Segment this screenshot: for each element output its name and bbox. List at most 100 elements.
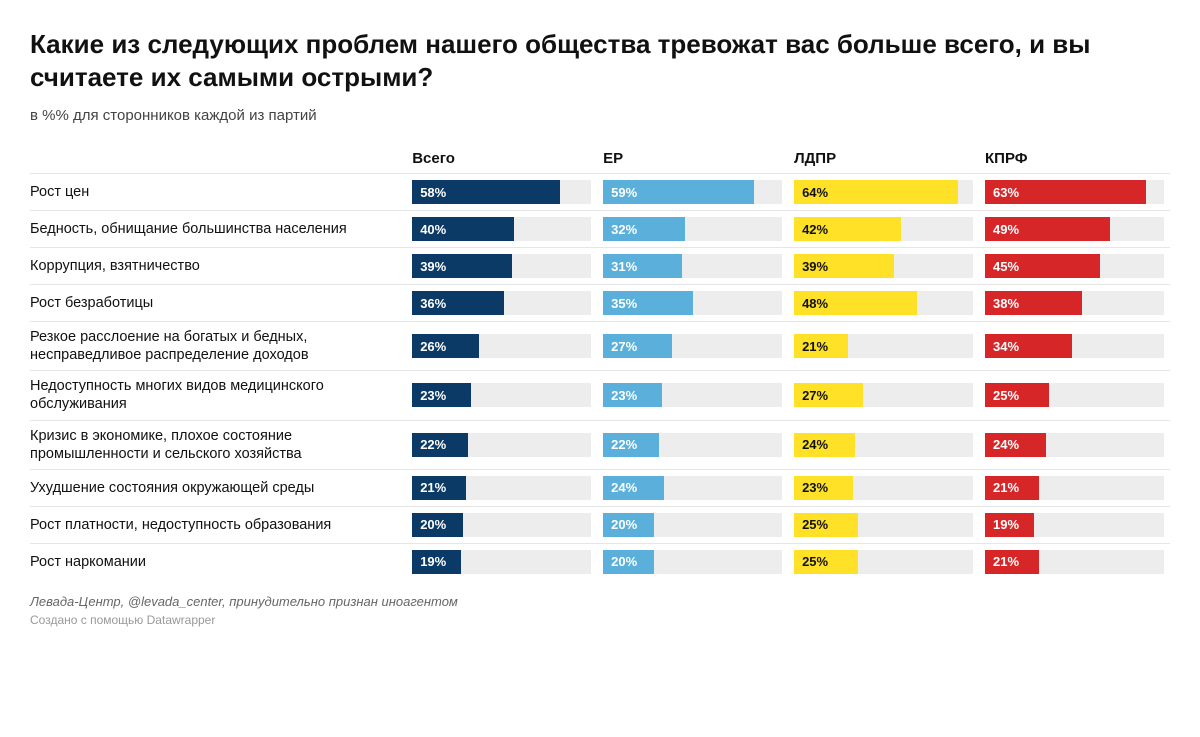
bar-cell: 38%	[979, 285, 1170, 322]
bar-cell: 20%	[597, 543, 788, 580]
bar-track: 63%	[985, 180, 1164, 204]
bar-percent: 27%	[603, 339, 637, 354]
bar-percent: 21%	[985, 554, 1019, 569]
row-label: Рост цен	[30, 174, 406, 211]
bar-fill: 19%	[985, 513, 1034, 537]
bar-fill: 38%	[985, 291, 1082, 315]
bar-fill: 24%	[794, 433, 855, 457]
bar-percent: 24%	[985, 437, 1019, 452]
bar-track: 58%	[412, 180, 591, 204]
bar-track: 20%	[412, 513, 591, 537]
bar-percent: 23%	[603, 388, 637, 403]
bar-cell: 25%	[788, 543, 979, 580]
bar-fill: 21%	[985, 550, 1039, 574]
bar-cell: 39%	[788, 248, 979, 285]
bar-percent: 25%	[794, 554, 828, 569]
bar-fill: 35%	[603, 291, 692, 315]
table-row: Рост цен58%59%64%63%	[30, 174, 1170, 211]
bar-cell: 48%	[788, 285, 979, 322]
bar-cell: 20%	[597, 506, 788, 543]
bar-cell: 20%	[406, 506, 597, 543]
bar-percent: 20%	[603, 554, 637, 569]
bar-percent: 36%	[412, 296, 446, 311]
bar-fill: 25%	[794, 550, 858, 574]
bar-track: 20%	[603, 513, 782, 537]
bar-cell: 22%	[597, 420, 788, 469]
bar-track: 39%	[412, 254, 591, 278]
bar-cell: 23%	[788, 469, 979, 506]
bar-cell: 21%	[406, 469, 597, 506]
table-row: Ухудшение состояния окружающей среды21% 2…	[30, 469, 1170, 506]
bar-fill: 42%	[794, 217, 901, 241]
header-col-1: ЕР	[597, 146, 788, 174]
bar-track: 20%	[603, 550, 782, 574]
bar-track: 25%	[794, 513, 973, 537]
bar-track: 38%	[985, 291, 1164, 315]
bar-fill: 23%	[794, 476, 853, 500]
bar-track: 40%	[412, 217, 591, 241]
row-label: Рост наркомании	[30, 543, 406, 580]
bar-fill: 58%	[412, 180, 560, 204]
bar-percent: 27%	[794, 388, 828, 403]
bar-percent: 19%	[985, 517, 1019, 532]
bar-percent: 38%	[985, 296, 1019, 311]
row-label: Рост безработицы	[30, 285, 406, 322]
bar-fill: 20%	[603, 550, 654, 574]
bar-cell: 42%	[788, 211, 979, 248]
footer-source: Левада-Центр, @levada_center, принудител…	[30, 594, 1170, 609]
row-label: Недоступность многих видов медицинского …	[30, 371, 406, 420]
table-row: Рост безработицы 36% 35% 48% 38%	[30, 285, 1170, 322]
bar-track: 25%	[794, 550, 973, 574]
bar-cell: 19%	[406, 543, 597, 580]
bar-cell: 24%	[979, 420, 1170, 469]
bar-cell: 58%	[406, 174, 597, 211]
bar-percent: 23%	[794, 480, 828, 495]
row-label: Ухудшение состояния окружающей среды	[30, 469, 406, 506]
bar-percent: 25%	[985, 388, 1019, 403]
bar-table: Всего ЕР ЛДПР КПРФ Рост цен58%59%64%63%Б…	[30, 146, 1170, 580]
bar-fill: 21%	[412, 476, 466, 500]
bar-fill: 27%	[794, 383, 863, 407]
bar-percent: 63%	[985, 185, 1019, 200]
bar-cell: 31%	[597, 248, 788, 285]
bar-cell: 35%	[597, 285, 788, 322]
bar-track: 24%	[985, 433, 1164, 457]
bar-percent: 45%	[985, 259, 1019, 274]
bar-track: 24%	[603, 476, 782, 500]
bar-track: 27%	[603, 334, 782, 358]
bar-fill: 23%	[603, 383, 662, 407]
bar-percent: 64%	[794, 185, 828, 200]
bar-cell: 25%	[979, 371, 1170, 420]
bar-percent: 26%	[412, 339, 446, 354]
table-row: Рост наркомании19% 20% 25% 21%	[30, 543, 1170, 580]
bar-track: 42%	[794, 217, 973, 241]
bar-track: 23%	[412, 383, 591, 407]
bar-cell: 19%	[979, 506, 1170, 543]
bar-percent: 58%	[412, 185, 446, 200]
bar-track: 19%	[985, 513, 1164, 537]
row-label: Бедность, обнищание большинства населени…	[30, 211, 406, 248]
bar-cell: 21%	[979, 543, 1170, 580]
chart-subtitle: в %% для сторонников каждой из партий	[30, 107, 1170, 124]
bar-fill: 32%	[603, 217, 685, 241]
chart-title: Какие из следующих проблем нашего общест…	[30, 28, 1170, 93]
bar-cell: 27%	[597, 322, 788, 371]
bar-fill: 36%	[412, 291, 504, 315]
bar-cell: 27%	[788, 371, 979, 420]
bar-fill: 49%	[985, 217, 1110, 241]
bar-percent: 48%	[794, 296, 828, 311]
bar-fill: 21%	[794, 334, 848, 358]
bar-cell: 40%	[406, 211, 597, 248]
bar-cell: 23%	[406, 371, 597, 420]
bar-cell: 63%	[979, 174, 1170, 211]
bar-cell: 45%	[979, 248, 1170, 285]
bar-cell: 39%	[406, 248, 597, 285]
bar-percent: 39%	[794, 259, 828, 274]
bar-cell: 32%	[597, 211, 788, 248]
bar-percent: 24%	[794, 437, 828, 452]
bar-percent: 20%	[603, 517, 637, 532]
header-blank	[30, 146, 406, 174]
bar-fill: 39%	[412, 254, 512, 278]
bar-percent: 35%	[603, 296, 637, 311]
bar-fill: 63%	[985, 180, 1146, 204]
